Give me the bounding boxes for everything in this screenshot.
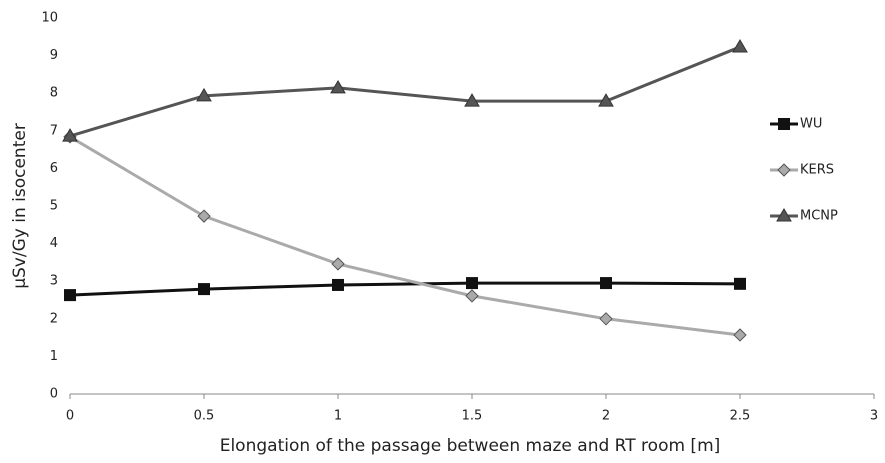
x-tick-label: 1.5 xyxy=(462,409,483,424)
marker xyxy=(600,277,612,290)
marker xyxy=(465,289,479,303)
marker xyxy=(196,87,212,102)
y-tick-label: 3 xyxy=(50,274,58,289)
legend-label: KERS xyxy=(800,163,834,178)
y-tick-label: 10 xyxy=(41,11,58,26)
y-axis-title: µSv/Gy in isocenter xyxy=(10,123,30,289)
marker xyxy=(332,278,344,291)
y-tick-label: 6 xyxy=(50,161,58,176)
x-tick-label: 1 xyxy=(334,409,342,424)
y-tick-label: 5 xyxy=(50,199,58,214)
series-line xyxy=(69,45,741,138)
marker xyxy=(598,93,614,107)
y-tick-label: 1 xyxy=(50,349,58,364)
marker xyxy=(331,257,345,271)
marker xyxy=(732,38,748,53)
series-line xyxy=(69,135,741,337)
marker xyxy=(197,209,211,223)
marker xyxy=(198,283,210,296)
marker xyxy=(64,289,76,302)
series-line xyxy=(69,281,741,297)
y-tick-label: 9 xyxy=(50,48,58,63)
x-tick-label: 2 xyxy=(602,409,610,424)
marker xyxy=(733,328,747,342)
marker xyxy=(330,79,346,94)
x-tick-label: 0.5 xyxy=(194,409,215,424)
x-tick-label: 0 xyxy=(66,409,74,424)
legend-marker xyxy=(777,163,791,177)
legend-label: WU xyxy=(800,117,822,132)
marker xyxy=(599,312,613,326)
x-tick-label: 2.5 xyxy=(730,409,751,424)
legend-marker xyxy=(778,118,790,130)
y-tick-label: 7 xyxy=(50,123,58,138)
marker xyxy=(466,277,478,290)
y-tick-label: 2 xyxy=(50,311,58,326)
marker xyxy=(734,277,746,290)
x-axis-title: Elongation of the passage between maze a… xyxy=(220,436,721,456)
y-tick-label: 4 xyxy=(50,236,58,251)
legend-marker xyxy=(776,208,792,222)
marker xyxy=(464,93,480,107)
legend-label: MCNP xyxy=(800,209,838,224)
marker xyxy=(62,128,78,142)
y-tick-label: 8 xyxy=(50,86,58,101)
x-tick-label: 3 xyxy=(870,409,878,424)
y-tick-label: 0 xyxy=(50,387,58,402)
